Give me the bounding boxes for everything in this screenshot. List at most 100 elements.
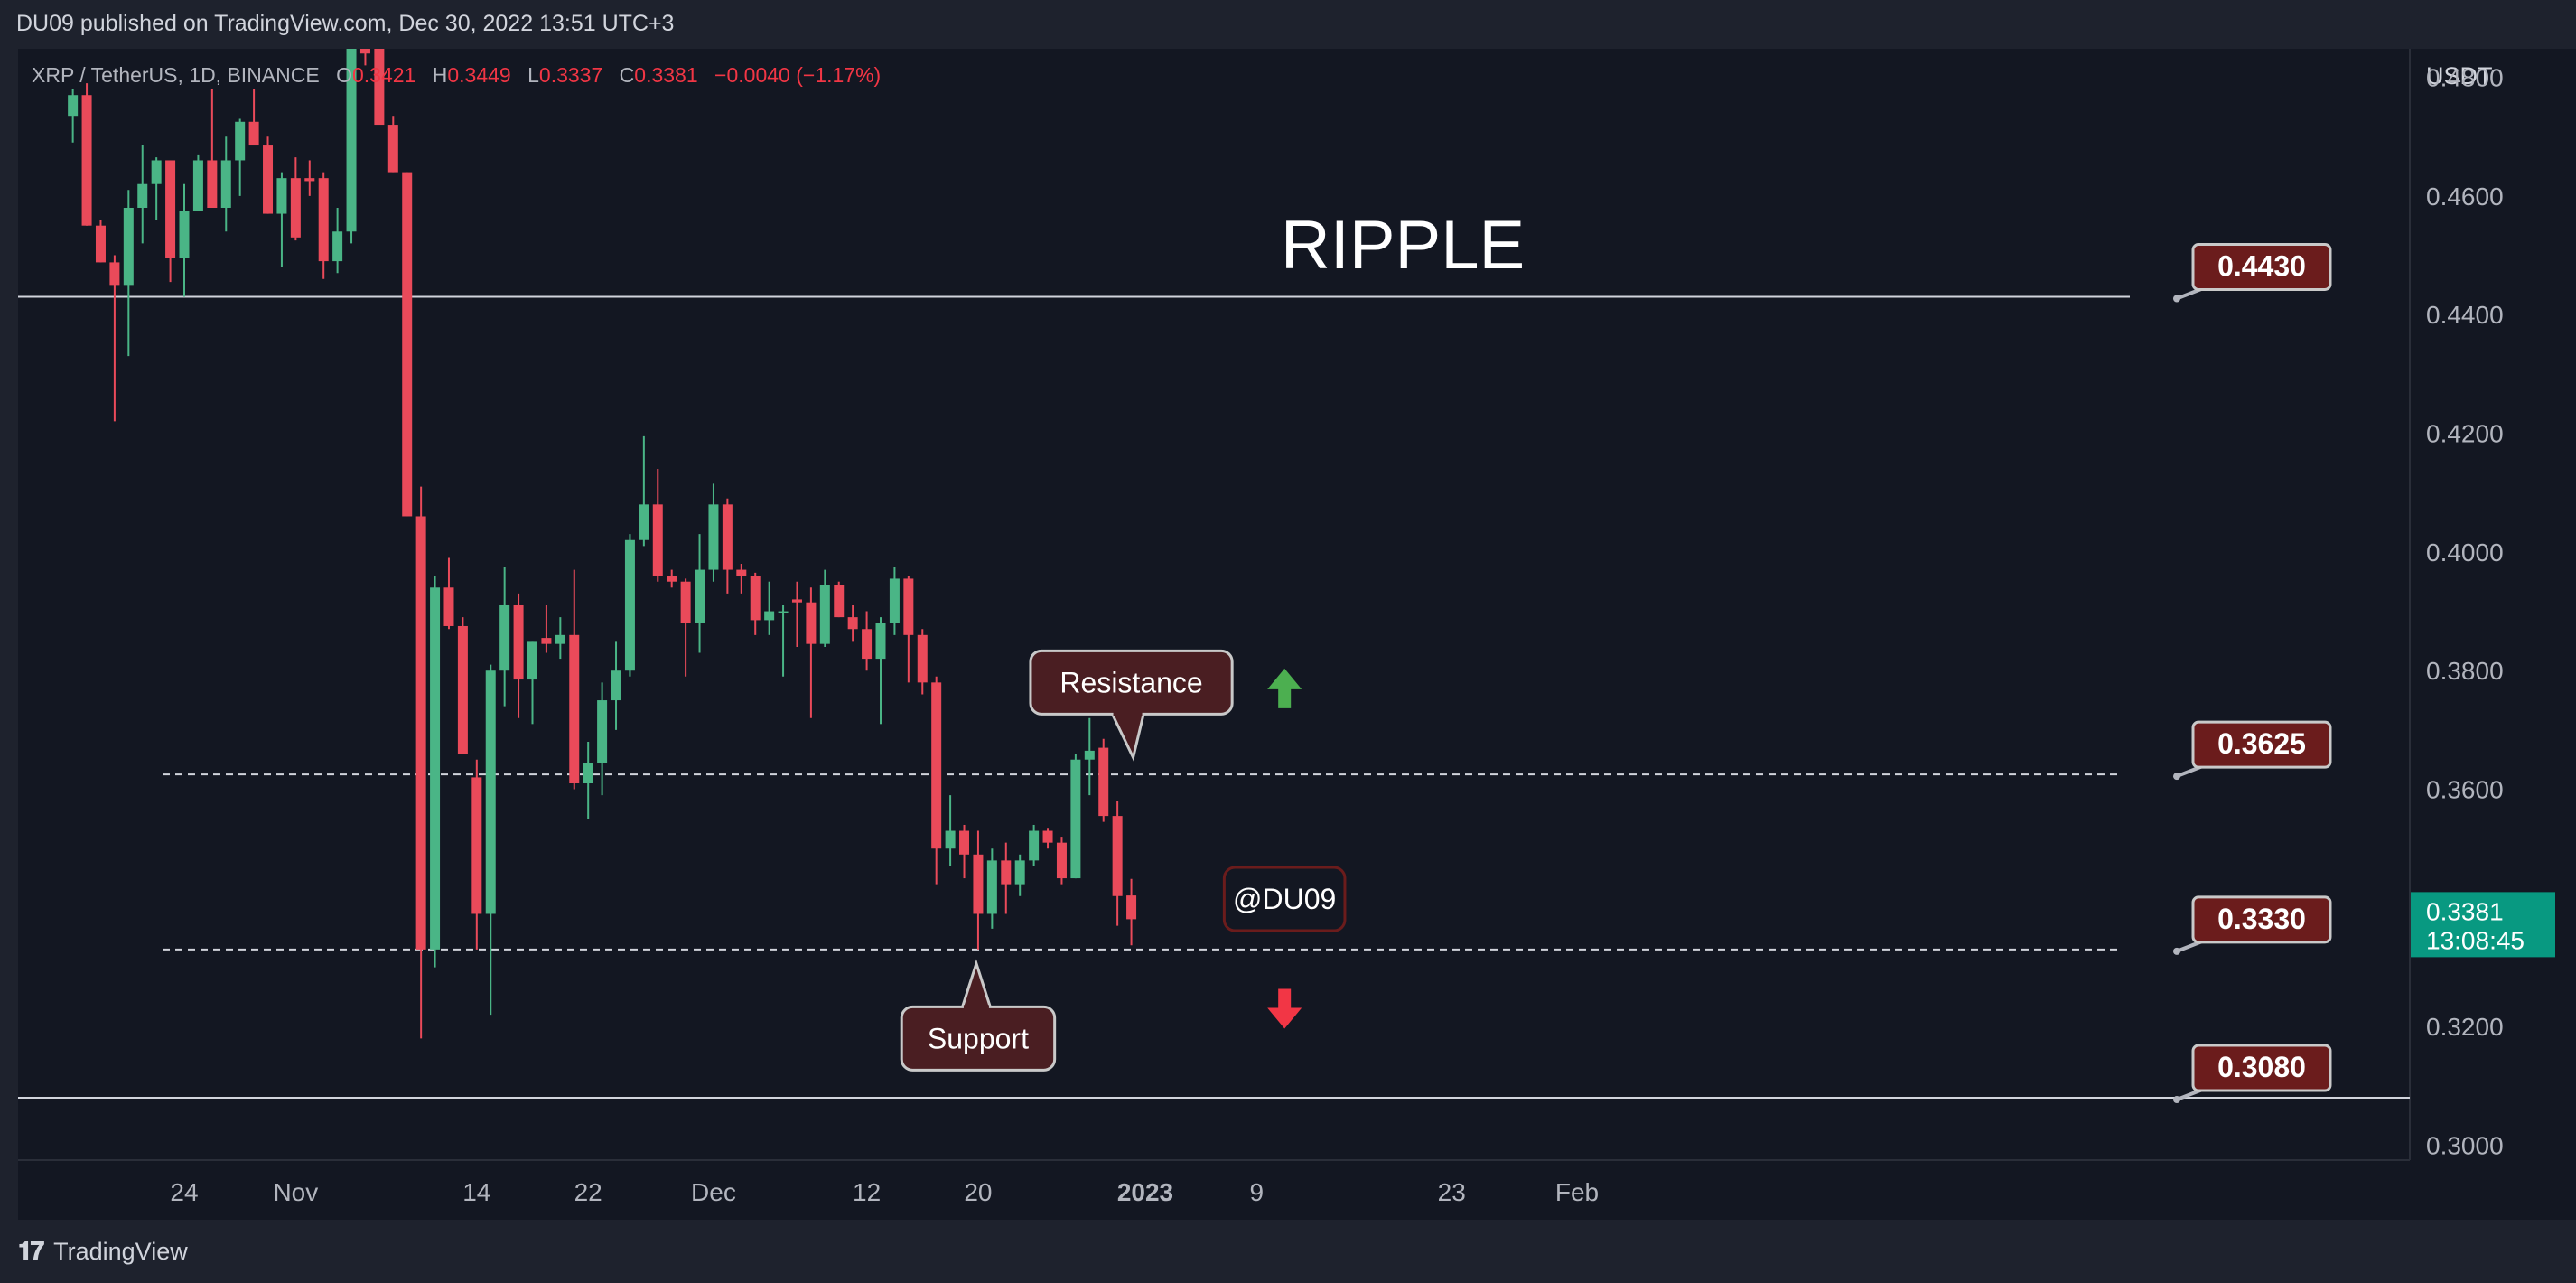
candle[interactable] xyxy=(1029,824,1040,866)
candle[interactable] xyxy=(471,759,482,950)
candle[interactable] xyxy=(834,581,845,618)
candle[interactable] xyxy=(1042,828,1053,849)
y-tick-label: 0.4800 xyxy=(2426,64,2504,92)
candle[interactable] xyxy=(931,676,942,885)
tradingview-logo-icon[interactable]: 𝟏𝟕 xyxy=(18,1236,44,1265)
candle[interactable] xyxy=(722,498,733,594)
candle[interactable] xyxy=(95,220,106,263)
annotation-support[interactable]: Support xyxy=(900,959,1057,1072)
candle[interactable] xyxy=(903,576,914,683)
candle[interactable] xyxy=(973,830,984,950)
candle[interactable] xyxy=(81,83,92,226)
candle[interactable] xyxy=(235,118,246,196)
annotations[interactable]: Resistance Support @DU09 xyxy=(900,649,1347,1072)
candle[interactable] xyxy=(1126,878,1137,946)
level-label-box[interactable] xyxy=(2191,243,2332,292)
candle[interactable] xyxy=(1070,754,1081,879)
candle[interactable] xyxy=(541,604,552,653)
candle[interactable] xyxy=(499,567,510,707)
candle[interactable] xyxy=(485,664,496,1016)
candle[interactable] xyxy=(875,617,886,725)
candle[interactable] xyxy=(430,576,441,968)
candle[interactable] xyxy=(791,581,802,647)
candle[interactable] xyxy=(778,604,789,677)
arrow-down-icon[interactable] xyxy=(1267,988,1302,1029)
candle[interactable] xyxy=(374,49,385,126)
candle[interactable] xyxy=(207,89,218,208)
candle[interactable] xyxy=(220,136,231,232)
candle[interactable] xyxy=(68,89,79,143)
candle[interactable] xyxy=(1001,842,1012,914)
candle[interactable] xyxy=(527,641,537,725)
candle[interactable] xyxy=(680,578,691,677)
candle[interactable] xyxy=(387,116,398,173)
candle-body xyxy=(430,587,441,950)
candle[interactable] xyxy=(583,742,593,819)
candle-body xyxy=(736,569,747,576)
candle[interactable] xyxy=(569,569,580,790)
candle[interactable] xyxy=(123,190,134,357)
candle[interactable] xyxy=(1084,717,1095,796)
candle[interactable] xyxy=(137,145,148,244)
arrow-up-icon[interactable] xyxy=(1267,668,1302,708)
candle[interactable] xyxy=(415,486,426,1039)
candle[interactable] xyxy=(1112,801,1123,926)
candle[interactable] xyxy=(290,157,301,241)
candle[interactable] xyxy=(889,567,900,635)
candle[interactable] xyxy=(917,629,928,695)
candle[interactable] xyxy=(847,604,858,642)
candle[interactable] xyxy=(986,848,997,929)
candle[interactable] xyxy=(179,183,190,297)
level-label-box[interactable] xyxy=(2191,1044,2332,1092)
candle[interactable] xyxy=(443,557,454,630)
candle[interactable] xyxy=(597,682,608,796)
annotation-du09[interactable]: @DU09 xyxy=(1222,866,1347,932)
candle[interactable] xyxy=(109,255,120,422)
footer-brand[interactable]: TradingView xyxy=(53,1237,188,1265)
candle[interactable] xyxy=(639,435,649,547)
time-axis[interactable] xyxy=(18,1160,2576,1220)
candle[interactable] xyxy=(764,581,775,635)
candle[interactable] xyxy=(1056,837,1067,885)
candle[interactable] xyxy=(1098,738,1109,822)
candle[interactable] xyxy=(819,569,830,647)
level-label-box[interactable] xyxy=(2191,895,2332,944)
candle[interactable] xyxy=(513,593,524,718)
candle-body xyxy=(611,670,621,701)
candle[interactable] xyxy=(276,172,287,267)
candle[interactable] xyxy=(959,824,970,879)
candle[interactable] xyxy=(318,172,329,279)
annotation-resistance[interactable]: Resistance xyxy=(1029,649,1234,762)
candle[interactable] xyxy=(359,49,370,66)
candle[interactable] xyxy=(736,564,747,594)
candle[interactable] xyxy=(611,641,621,730)
candle[interactable] xyxy=(555,617,565,660)
candle[interactable] xyxy=(332,207,343,274)
candle[interactable] xyxy=(263,136,274,214)
candle[interactable] xyxy=(165,160,176,283)
level-label-box[interactable] xyxy=(2191,720,2332,769)
level-label-anchor xyxy=(2173,295,2180,303)
candle[interactable] xyxy=(750,572,761,635)
candle[interactable] xyxy=(667,569,677,588)
candle[interactable] xyxy=(248,89,259,146)
candle[interactable] xyxy=(862,611,873,671)
candle[interactable] xyxy=(695,534,705,653)
candle-body xyxy=(527,641,537,680)
candle[interactable] xyxy=(1014,854,1025,896)
price-axis[interactable] xyxy=(2410,49,2576,1160)
candle[interactable] xyxy=(304,160,315,196)
candle[interactable] xyxy=(151,157,162,220)
candle[interactable] xyxy=(457,617,468,754)
candle[interactable] xyxy=(346,49,357,244)
candle[interactable] xyxy=(624,534,635,677)
open-value: 0.3421 xyxy=(352,63,416,87)
candle[interactable] xyxy=(945,795,956,866)
candle[interactable] xyxy=(192,154,203,211)
price-chart[interactable]: 0.4430 0.3625 0.3330 0.3080 RIPPLE Resistan… xyxy=(0,0,2576,1220)
candle[interactable] xyxy=(806,587,817,718)
candle[interactable] xyxy=(402,172,413,517)
candle[interactable] xyxy=(652,468,663,582)
candles[interactable] xyxy=(68,49,1137,1039)
candle[interactable] xyxy=(708,483,719,582)
